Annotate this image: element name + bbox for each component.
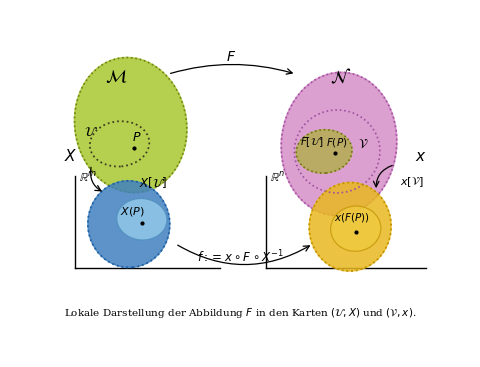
Text: $X[\mathcal{U}]$: $X[\mathcal{U}]$ [139,175,167,190]
Text: $P$: $P$ [132,131,141,144]
Text: $\mathbb{R}^m$: $\mathbb{R}^m$ [79,171,97,185]
Ellipse shape [74,58,187,193]
Text: $\mathcal{M}$: $\mathcal{M}$ [105,68,127,86]
Ellipse shape [281,72,397,215]
Text: $\mathcal{N}$: $\mathcal{N}$ [330,69,351,88]
Ellipse shape [296,130,352,173]
Text: $F(P)$: $F(P)$ [326,135,348,149]
Text: $X$: $X$ [64,148,78,164]
Text: $F[\mathcal{U}]$: $F[\mathcal{U}]$ [300,135,324,149]
Text: $x(F(P))$: $x(F(P))$ [334,211,370,224]
Text: $x$: $x$ [415,150,427,164]
Text: $\mathbb{R}^n$: $\mathbb{R}^n$ [270,171,286,185]
Text: $x[\mathcal{V}]$: $x[\mathcal{V}]$ [400,175,423,189]
Text: $F$: $F$ [226,50,236,64]
Ellipse shape [88,181,170,268]
Ellipse shape [309,182,391,271]
Ellipse shape [117,199,167,240]
Text: $\mathcal{V}$: $\mathcal{V}$ [358,138,369,151]
Ellipse shape [331,206,381,251]
Text: Lokale Darstellung der Abbildung $F$ in den Karten $(\mathcal{U}, X)$ und $(\mat: Lokale Darstellung der Abbildung $F$ in … [64,306,417,320]
Text: $X(P)$: $X(P)$ [120,205,145,218]
Text: $\mathcal{U}$: $\mathcal{U}$ [84,126,97,139]
Text: $f := x \circ F \circ X^{-1}$: $f := x \circ F \circ X^{-1}$ [197,248,284,265]
